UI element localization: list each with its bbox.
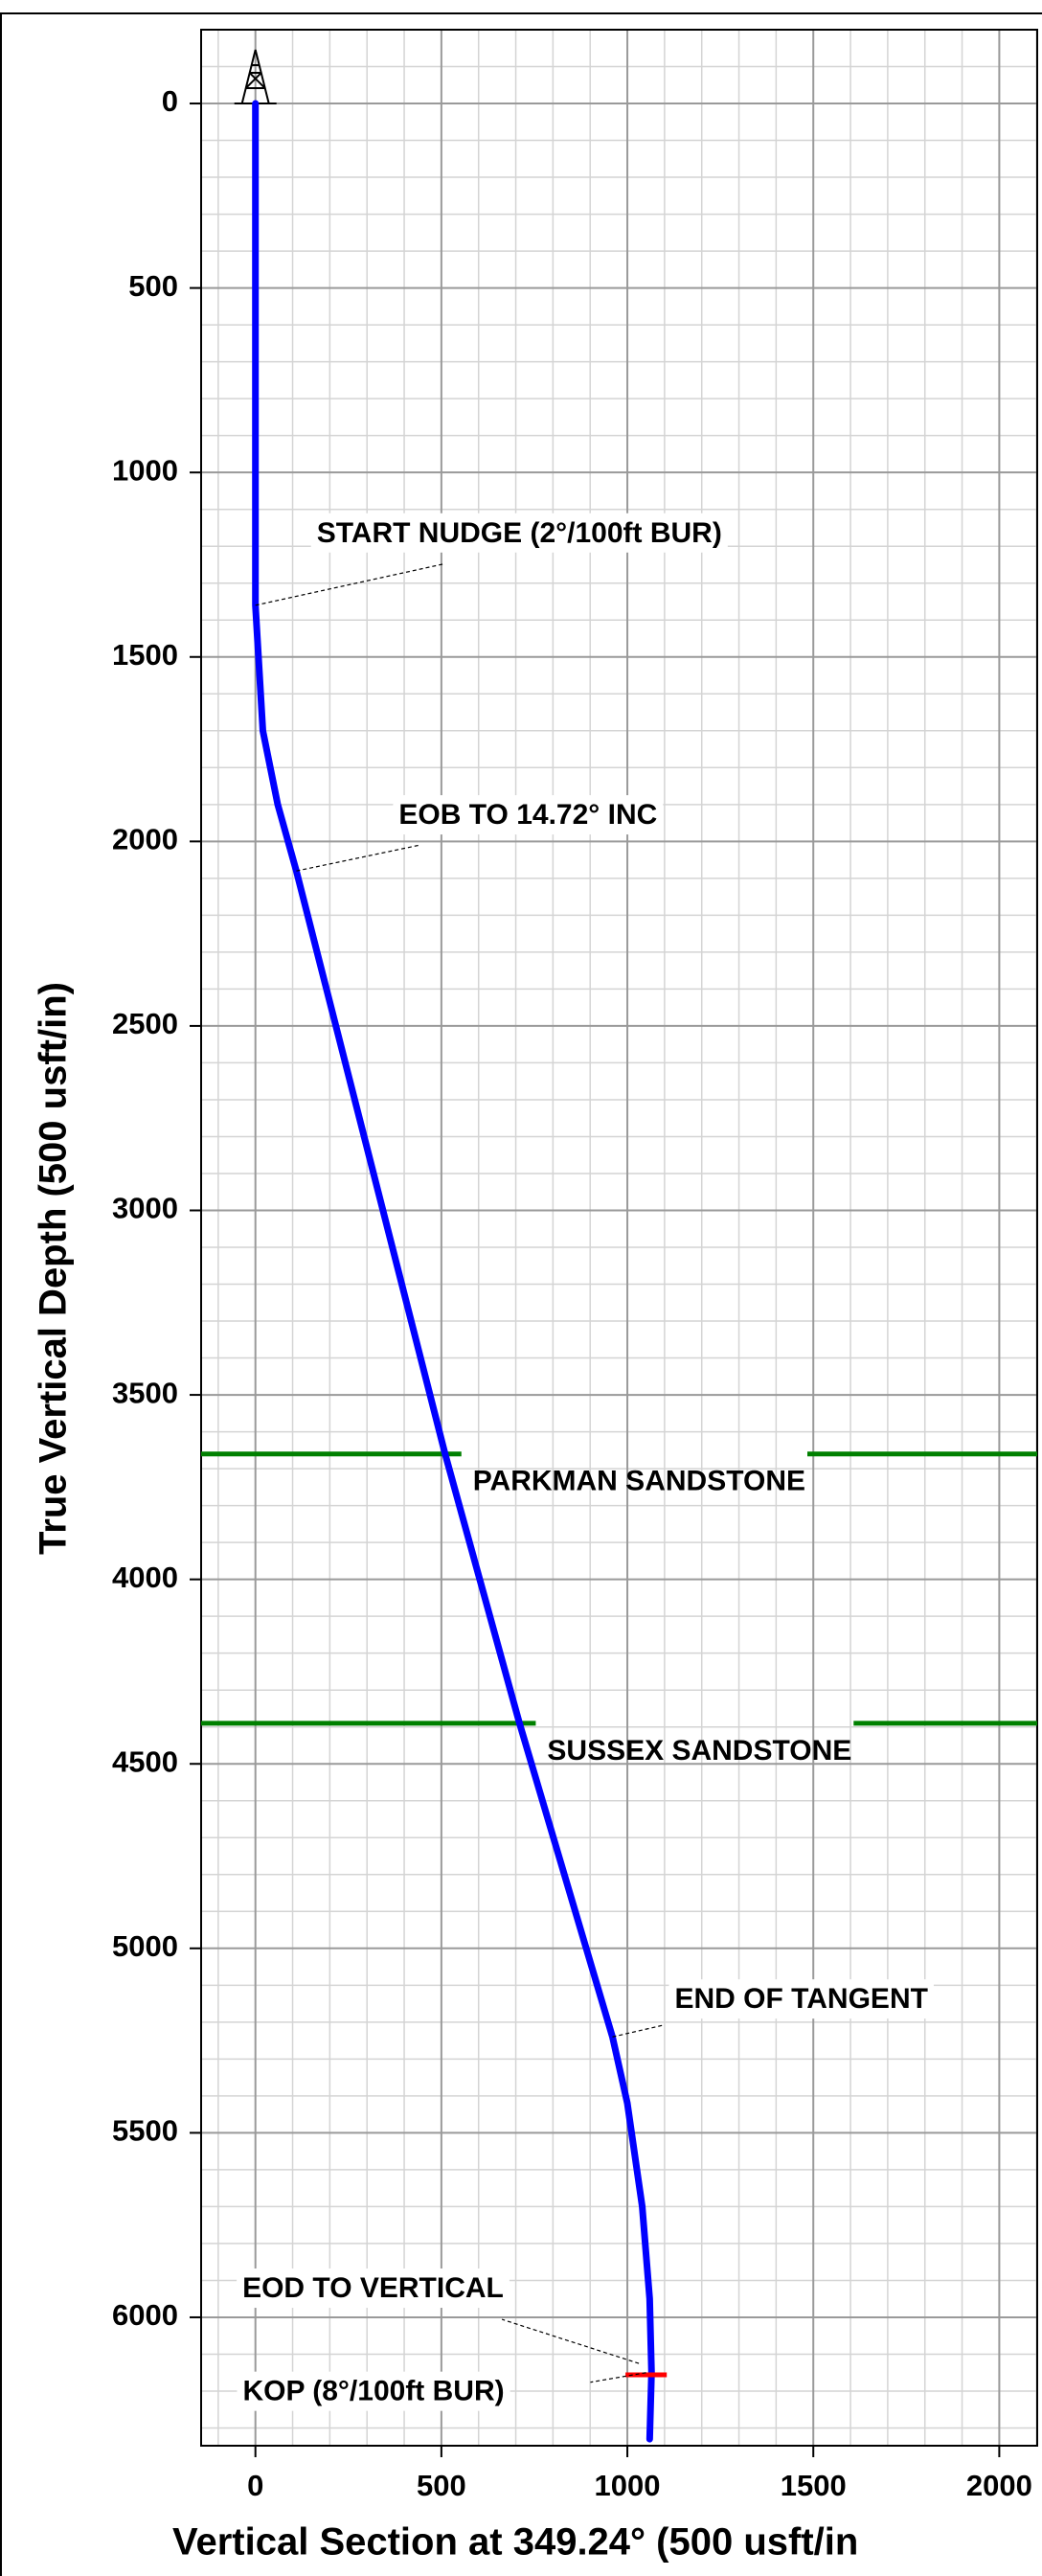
y-tick-label: 1500	[112, 638, 178, 672]
y-tick-label: 4000	[112, 1561, 178, 1594]
x-tick-label: 2000	[966, 2469, 1032, 2502]
grid	[190, 29, 1038, 2457]
label-background	[393, 795, 664, 835]
x-tick-label: 1000	[595, 2469, 661, 2502]
y-tick-label: 6000	[112, 2298, 178, 2332]
y-tick-label: 5000	[112, 1929, 178, 1963]
leader-line	[296, 844, 420, 872]
annotation-label: START NUDGE (2°/100ft BUR)	[317, 517, 722, 549]
y-tick-label: 3000	[112, 1192, 178, 1225]
label-background	[668, 1979, 934, 2019]
label-background	[310, 513, 728, 553]
x-axis-title: Vertical Section at 349.24° (500 usft/in	[172, 2521, 858, 2564]
y-tick-label: 3500	[112, 1376, 178, 1409]
y-tick-label: 2000	[112, 823, 178, 856]
annotation-label: EOB TO 14.72° INC	[398, 799, 657, 831]
leader-line	[590, 2372, 646, 2383]
annotation-label: EOD TO VERTICAL	[242, 2272, 504, 2304]
label-background	[237, 2371, 510, 2411]
y-tick-label: 1000	[112, 453, 178, 487]
plot-border	[200, 29, 1038, 2447]
annotation-label: END OF TANGENT	[675, 1983, 928, 2015]
y-tick-label: 2500	[112, 1007, 178, 1040]
y-tick-label: 4500	[112, 1744, 178, 1778]
formation-label: SUSSEX SANDSTONE	[547, 1735, 851, 1767]
leader-line	[612, 2024, 663, 2038]
x-tick-label: 0	[247, 2469, 263, 2502]
annotation-label: KOP (8°/100ft BUR)	[242, 2376, 504, 2407]
frame	[0, 12, 1042, 2576]
y-axis-title: True Vertical Depth (500 usft/in)	[33, 982, 75, 1555]
formation-label: PARKMAN SANDSTONE	[473, 1466, 805, 1497]
y-tick-label: 5500	[112, 2114, 178, 2148]
y-tick-label: 500	[128, 269, 178, 303]
wellpath	[252, 100, 655, 2443]
x-tick-label: 1500	[781, 2469, 847, 2502]
leader-line	[255, 563, 443, 606]
label-background	[237, 2268, 510, 2309]
marks	[201, 49, 1037, 2443]
plot-area	[201, 30, 1037, 2446]
x-tick-label: 500	[417, 2469, 466, 2502]
y-tick-label: 0	[162, 84, 178, 118]
